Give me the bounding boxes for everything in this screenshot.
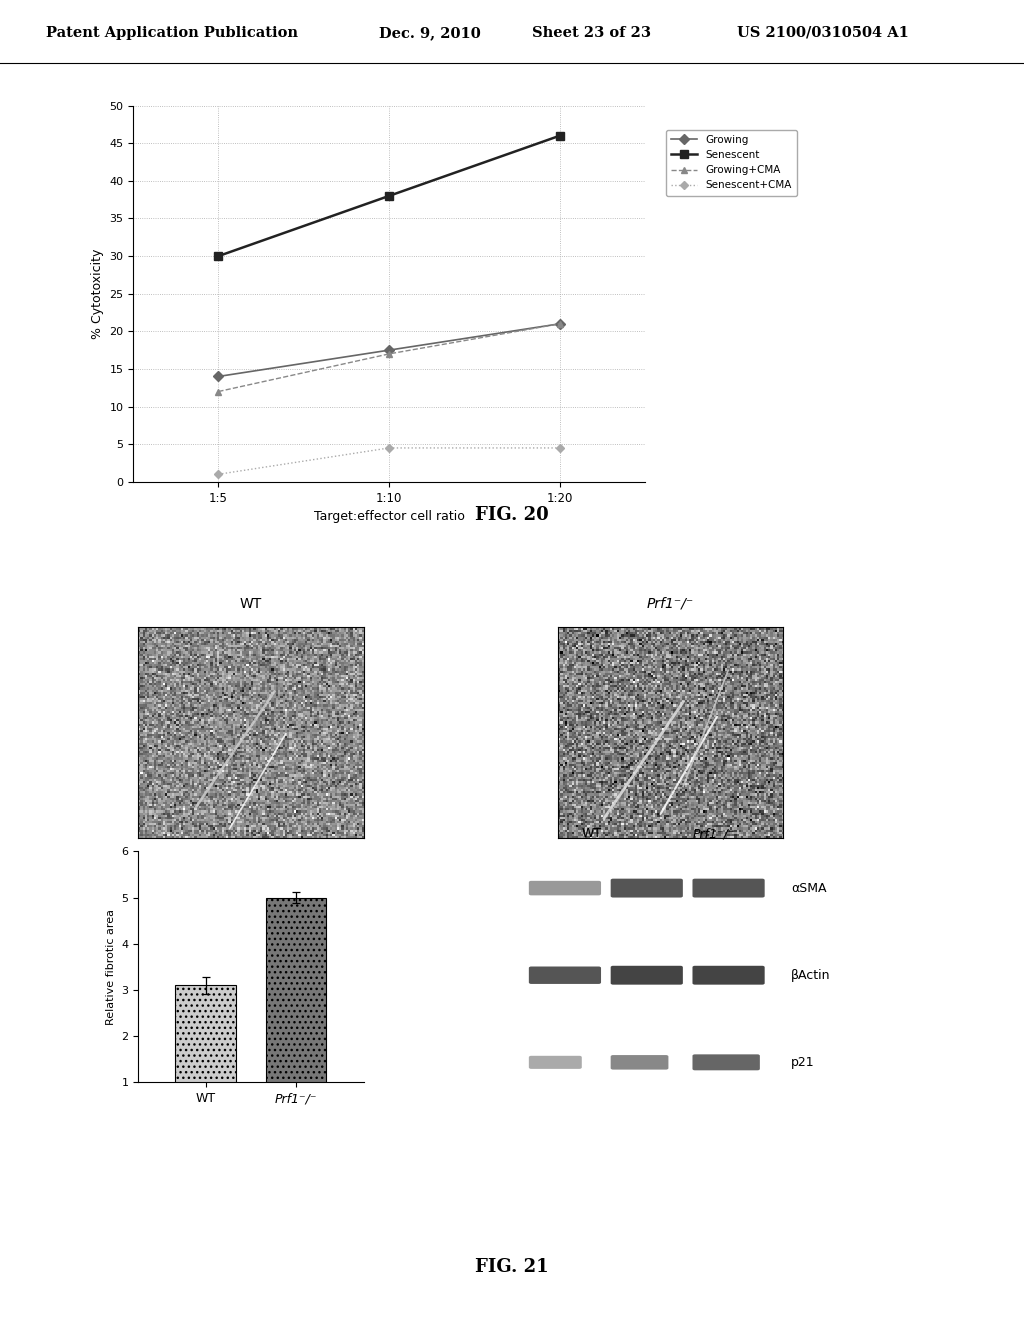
Text: αSMA: αSMA xyxy=(792,882,826,895)
Text: Sheet 23 of 23: Sheet 23 of 23 xyxy=(532,26,651,40)
Senescent+CMA xyxy=(383,440,395,455)
Text: Prf1⁻/⁻: Prf1⁻/⁻ xyxy=(647,597,694,611)
FancyBboxPatch shape xyxy=(528,1056,582,1069)
Bar xyxy=(175,985,237,1129)
Text: US 2100/0310504 A1: US 2100/0310504 A1 xyxy=(737,26,909,40)
Growing+CMA xyxy=(383,346,395,362)
Text: FIG. 21: FIG. 21 xyxy=(475,1258,549,1276)
FancyBboxPatch shape xyxy=(610,1055,669,1069)
Senescent+CMA xyxy=(212,466,224,482)
Line: Growing: Growing xyxy=(215,321,563,380)
Text: Prf1⁻/⁻: Prf1⁻/⁻ xyxy=(693,828,735,840)
Line: Growing+CMA: Growing+CMA xyxy=(215,321,563,395)
Line: Senescent+CMA: Senescent+CMA xyxy=(216,445,562,477)
Line: Senescent: Senescent xyxy=(214,132,564,260)
FancyBboxPatch shape xyxy=(692,1055,760,1071)
Growing xyxy=(383,342,395,358)
Text: WT: WT xyxy=(240,597,262,611)
Growing xyxy=(554,315,566,331)
Bar xyxy=(265,898,327,1129)
FancyBboxPatch shape xyxy=(610,966,683,985)
Senescent xyxy=(212,248,224,264)
FancyBboxPatch shape xyxy=(692,966,765,985)
Text: p21: p21 xyxy=(792,1056,815,1069)
Y-axis label: % Cytotoxicity: % Cytotoxicity xyxy=(91,248,103,339)
Senescent+CMA xyxy=(554,440,566,455)
FancyBboxPatch shape xyxy=(610,879,683,898)
Growing xyxy=(212,368,224,384)
Growing+CMA xyxy=(554,315,566,331)
Text: βActin: βActin xyxy=(792,969,830,982)
Senescent xyxy=(554,128,566,144)
Text: Dec. 9, 2010: Dec. 9, 2010 xyxy=(379,26,480,40)
FancyBboxPatch shape xyxy=(528,966,601,983)
Senescent xyxy=(383,187,395,203)
Text: Patent Application Publication: Patent Application Publication xyxy=(46,26,298,40)
FancyBboxPatch shape xyxy=(528,880,601,895)
Y-axis label: Relative fibrotic area: Relative fibrotic area xyxy=(105,909,116,1024)
Text: WT: WT xyxy=(582,828,601,840)
Legend: Growing, Senescent, Growing+CMA, Senescent+CMA: Growing, Senescent, Growing+CMA, Senesce… xyxy=(666,129,797,195)
Growing+CMA xyxy=(212,384,224,400)
FancyBboxPatch shape xyxy=(692,879,765,898)
X-axis label: Target:effector cell ratio: Target:effector cell ratio xyxy=(313,510,465,523)
Text: FIG. 20: FIG. 20 xyxy=(475,506,549,524)
